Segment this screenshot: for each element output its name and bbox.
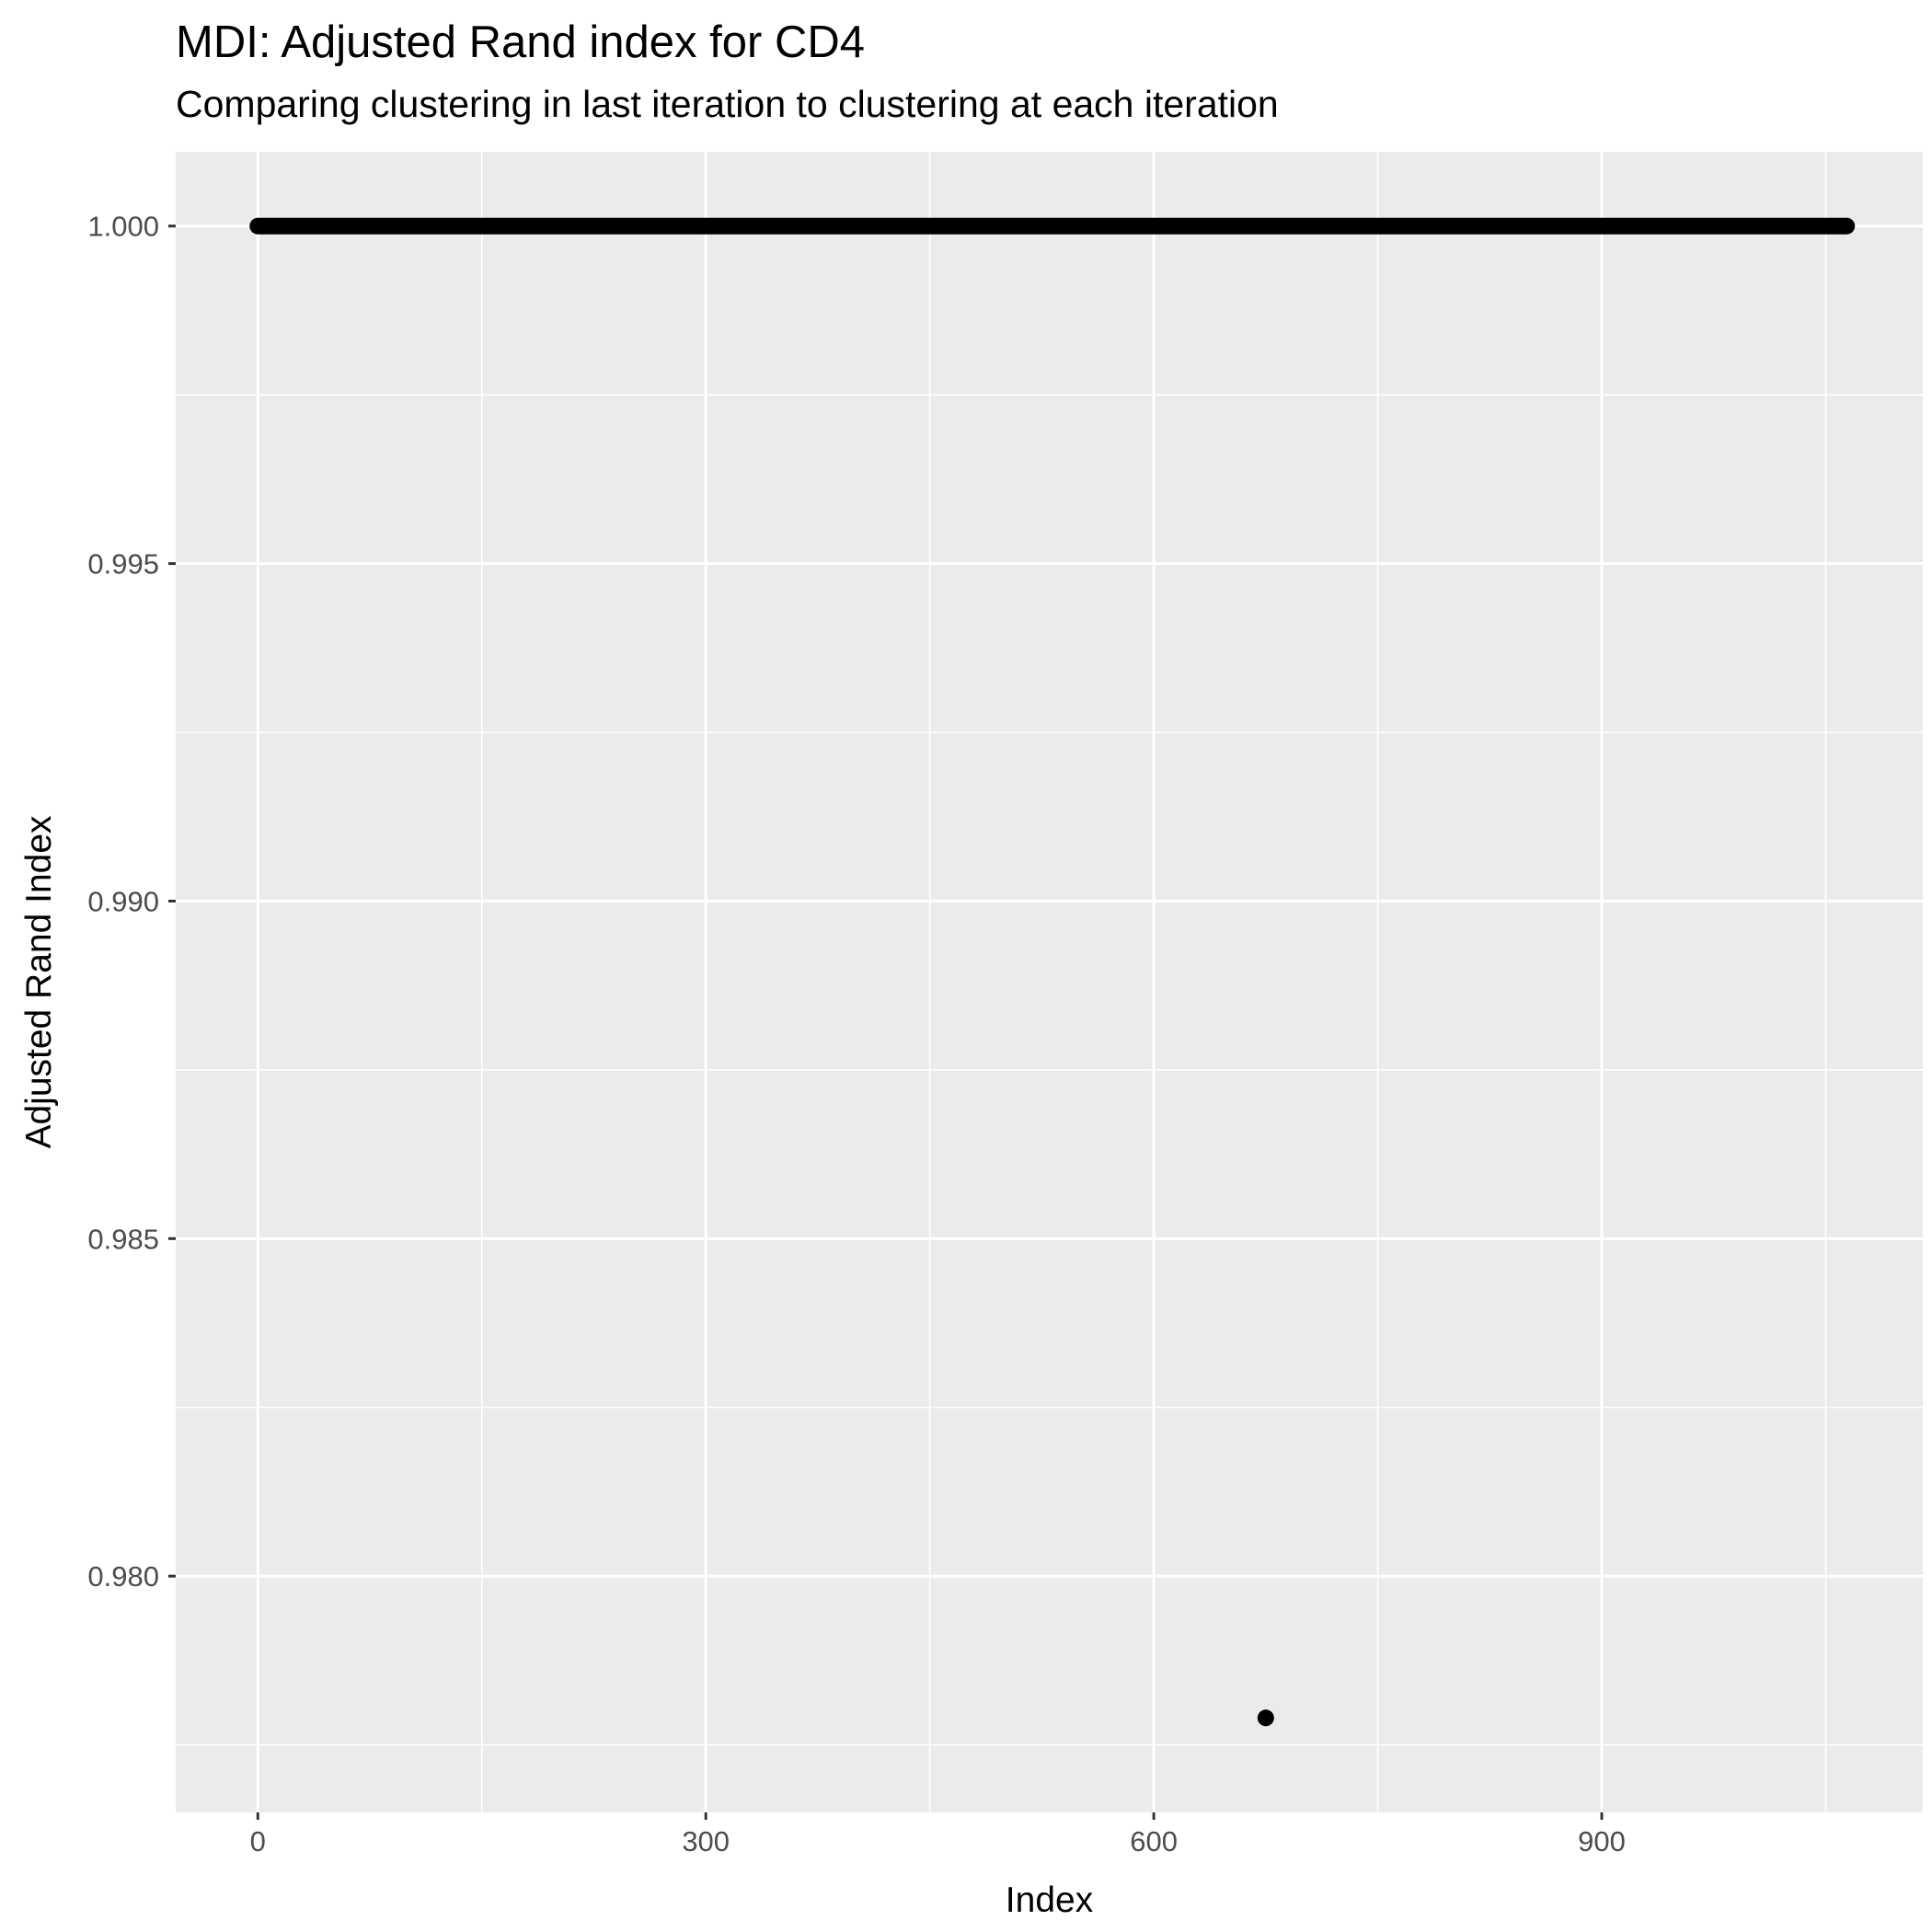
y-axis: 0.980 0.985 0.990 0.995 1.000 <box>87 211 176 1593</box>
x-axis-title: Index <box>1006 1880 1094 1920</box>
chart-subtitle: Comparing clustering in last iteration t… <box>176 83 1279 125</box>
y-tick-label: 0.995 <box>87 548 159 581</box>
y-axis-title: Adjusted Rand Index <box>19 815 59 1149</box>
grid-minor <box>176 152 1923 1812</box>
plot-panel <box>176 152 1923 1812</box>
chart-title: MDI: Adjusted Rand index for CD4 <box>176 17 865 67</box>
x-tick-label: 300 <box>682 1825 730 1857</box>
x-tick-label: 600 <box>1130 1825 1178 1857</box>
y-tick-label: 0.985 <box>87 1223 159 1255</box>
y-tick-label: 0.980 <box>87 1560 159 1593</box>
data-point <box>1257 1709 1274 1727</box>
x-tick-label: 900 <box>1578 1825 1626 1857</box>
data-points <box>249 217 1856 1727</box>
x-axis: 0 300 600 900 <box>250 1812 1626 1857</box>
y-tick-label: 1.000 <box>87 211 159 243</box>
y-tick-label: 0.990 <box>87 885 159 917</box>
x-tick-label: 0 <box>250 1825 266 1857</box>
